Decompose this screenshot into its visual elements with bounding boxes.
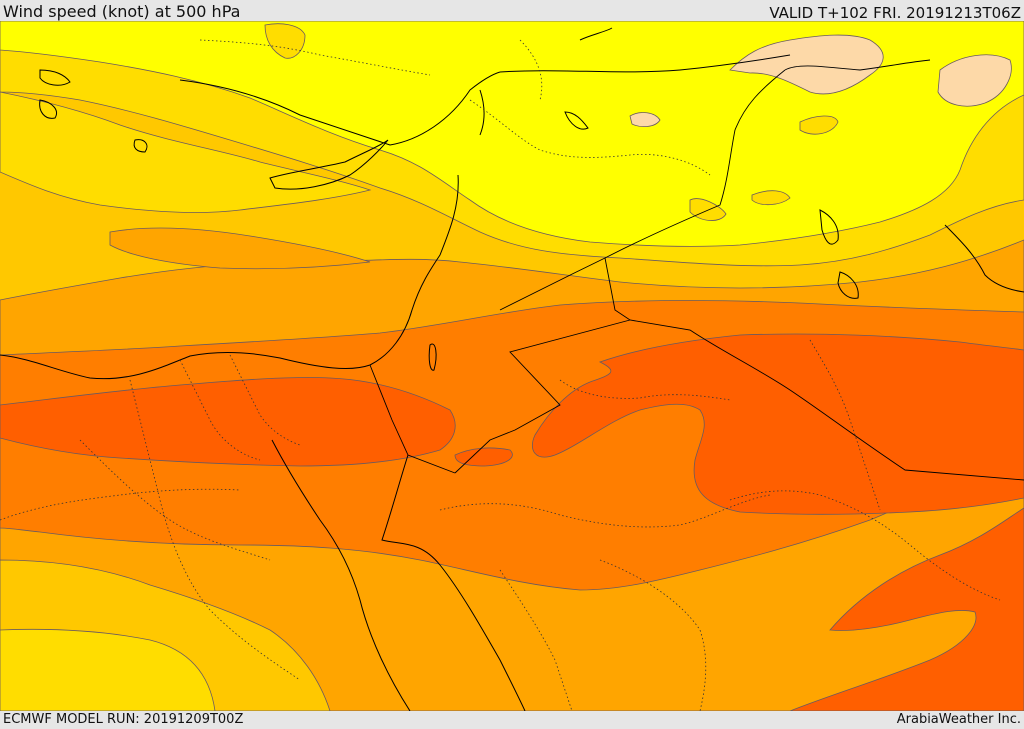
- band-gold-island: [799, 115, 839, 135]
- map-canvas: [0, 21, 1024, 711]
- band-light-yellow: [0, 21, 1024, 247]
- band-orange-tongue: [109, 227, 371, 270]
- band-red-orange: [0, 377, 456, 467]
- model-run-label: ECMWF MODEL RUN: 20191209T00Z: [3, 712, 244, 727]
- map-footer: ECMWF MODEL RUN: 20191209T00Z ArabiaWeat…: [0, 711, 1024, 729]
- valid-time: VALID T+102 FRI. 20191213T06Z: [769, 4, 1021, 22]
- wind-speed-map: [0, 21, 1024, 711]
- band-peach: [629, 112, 661, 128]
- band-peach: [729, 34, 884, 95]
- credit-label: ArabiaWeather Inc.: [896, 712, 1021, 727]
- band-gold-south: [0, 628, 216, 711]
- band-gold-west: [0, 91, 372, 213]
- band-red-orange-south: [789, 507, 1024, 711]
- coastlines: [0, 27, 1024, 711]
- national-borders: [369, 59, 1024, 481]
- band-red-orange-east: [531, 333, 1024, 515]
- map-title: Wind speed (knot) at 500 hPa: [3, 2, 241, 21]
- map-header: Wind speed (knot) at 500 hPa VALID T+102…: [0, 0, 1024, 22]
- internal-borders: [0, 39, 1001, 711]
- band-gold-island: [751, 190, 791, 206]
- band-peach: [937, 54, 1012, 107]
- band-gold-island: [264, 23, 306, 59]
